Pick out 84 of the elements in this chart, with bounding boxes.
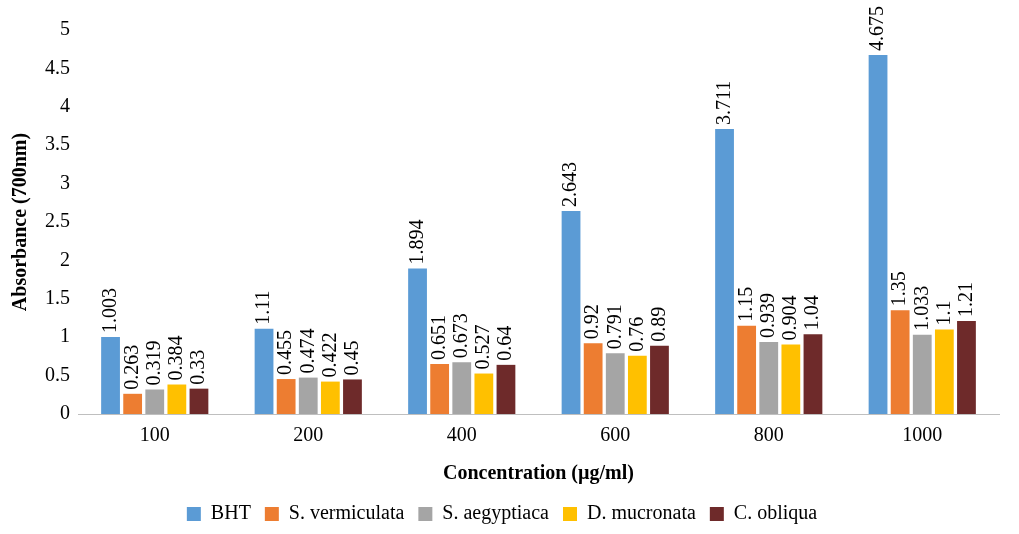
bar <box>781 344 801 414</box>
data-label: 4.675 <box>865 5 888 51</box>
y-tick-label: 1 <box>60 324 70 347</box>
bar <box>343 379 362 414</box>
data-label: 1.11 <box>251 290 274 325</box>
bar <box>123 393 143 414</box>
y-tick-label: 1.5 <box>45 286 70 309</box>
bar <box>934 329 954 414</box>
x-tick-label: 600 <box>600 423 631 446</box>
bar <box>912 334 932 414</box>
x-tick-label: 400 <box>446 423 477 446</box>
legend-label: D. mucronata <box>586 501 696 524</box>
legend-label: BHT <box>210 501 251 524</box>
x-tick-label: 800 <box>753 423 784 446</box>
y-tick-label: 4 <box>60 94 70 117</box>
bar <box>803 334 823 414</box>
y-tick-label: 0.5 <box>45 362 70 385</box>
bar <box>254 328 274 414</box>
data-label: 1.15 <box>733 286 756 322</box>
data-label: 0.651 <box>426 315 449 360</box>
bar <box>561 211 581 414</box>
data-label: 3.711 <box>711 80 734 125</box>
bar <box>583 343 603 414</box>
data-label: 1.04 <box>800 295 823 331</box>
bar <box>715 129 734 414</box>
y-tick-label: 4.5 <box>45 55 70 78</box>
data-label: 0.474 <box>295 328 318 374</box>
x-axis-title: Concentration (µg/ml) <box>443 461 634 485</box>
legend-label: C. obliqua <box>733 501 818 525</box>
data-label: 1.894 <box>404 219 427 265</box>
data-label: 0.263 <box>119 344 142 390</box>
bar <box>167 384 187 414</box>
y-tick-label: 3 <box>60 170 70 193</box>
bar <box>650 345 669 414</box>
data-label: 0.76 <box>624 316 647 352</box>
data-label: 1.35 <box>887 271 910 307</box>
legend-label: S. vermiculata <box>288 501 405 524</box>
bar <box>101 336 120 414</box>
data-label: 1.21 <box>953 282 976 318</box>
bar <box>737 325 757 414</box>
data-label: 0.673 <box>449 313 471 359</box>
legend-label: S. aegyptiaca <box>442 501 550 525</box>
y-tick-label: 2 <box>60 247 70 270</box>
data-label: 0.384 <box>164 335 187 381</box>
data-label: 2.643 <box>558 162 581 208</box>
bar <box>320 381 340 414</box>
bar <box>189 388 209 414</box>
bar <box>430 364 450 414</box>
data-label: 0.92 <box>580 304 603 340</box>
bar <box>627 355 647 414</box>
data-label: 0.939 <box>756 292 778 338</box>
x-tick-label: 200 <box>293 423 324 446</box>
bar <box>408 268 427 414</box>
x-tick-label: 1000 <box>902 423 943 446</box>
data-label: 0.89 <box>646 306 669 342</box>
y-tick-label: 0 <box>60 401 70 424</box>
data-label: 0.422 <box>317 332 340 378</box>
bar <box>759 341 779 414</box>
data-label: 0.45 <box>339 340 362 376</box>
data-label: 0.64 <box>493 325 516 361</box>
y-tick-label: 5 <box>60 17 70 40</box>
x-tick-label: 100 <box>139 423 170 446</box>
y-tick-label: 3.5 <box>45 132 70 155</box>
data-label: 0.319 <box>142 340 164 386</box>
data-label: 0.904 <box>778 295 801 341</box>
data-label: 1.003 <box>97 287 120 333</box>
bar <box>890 310 910 414</box>
data-label: 0.791 <box>602 304 625 350</box>
y-axis-title: Absorbance (700nm) <box>8 132 32 312</box>
data-label: 1.033 <box>909 285 932 331</box>
data-label: 0.455 <box>273 330 296 376</box>
bar <box>276 379 296 414</box>
bar <box>496 364 516 414</box>
bar <box>298 377 318 414</box>
bar <box>145 389 165 414</box>
bar <box>474 373 494 414</box>
data-label: 0.33 <box>186 349 209 385</box>
bar <box>605 353 625 414</box>
bar <box>452 362 472 414</box>
data-label: 0.527 <box>471 324 494 370</box>
data-label: 1.1 <box>931 300 954 326</box>
bar <box>957 321 976 414</box>
bar <box>868 54 888 414</box>
y-tick-label: 2.5 <box>45 209 70 232</box>
